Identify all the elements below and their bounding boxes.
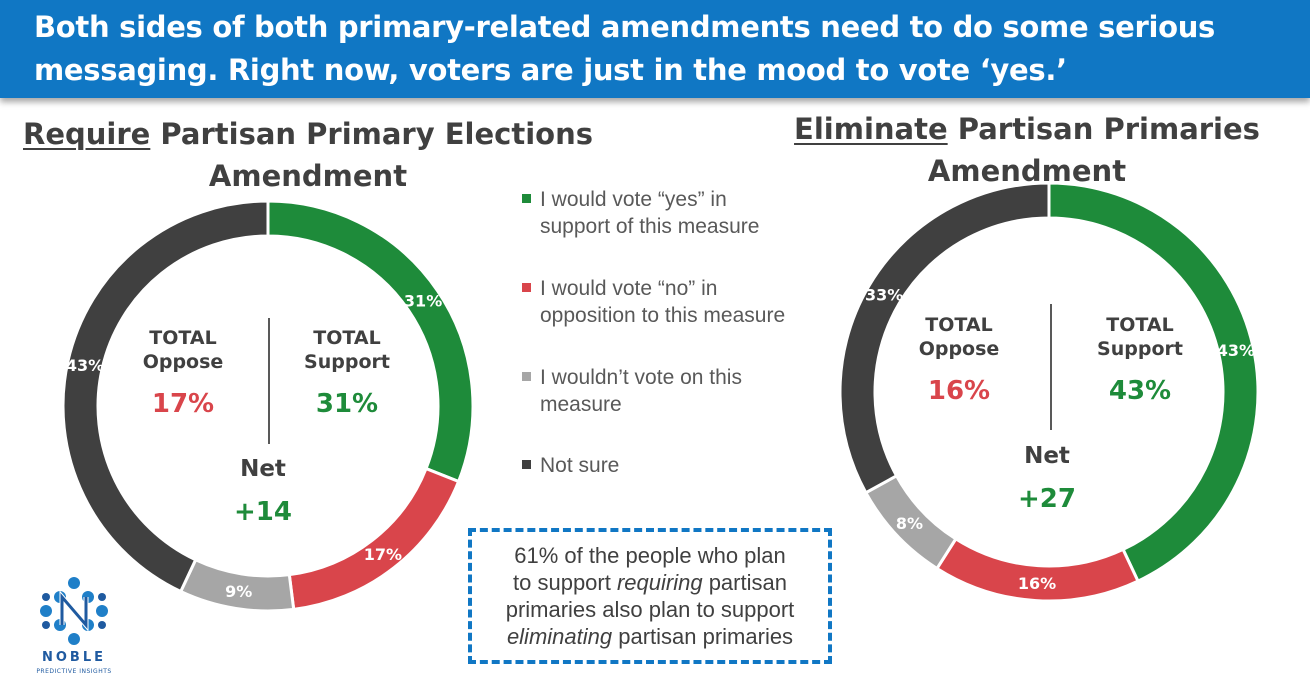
right-donut-label-yes: 43% xyxy=(1217,341,1255,360)
right-net-label: Net xyxy=(1024,443,1070,469)
callout-text: 61% of the people who plan to support re… xyxy=(472,542,828,650)
legend-swatch-no xyxy=(522,283,531,292)
banner-line-2: messaging. Right now, voters are just in… xyxy=(34,53,1067,87)
legend-swatch-yes xyxy=(522,194,531,203)
left-oppose-label-2: Oppose xyxy=(142,351,224,373)
left-donut-label-no: 17% xyxy=(364,545,402,564)
right-donut-label-no: 16% xyxy=(1018,574,1056,593)
left-oppose-value: 17% xyxy=(151,389,215,419)
right-center-divider xyxy=(1050,304,1052,430)
right-chart-title: Eliminate Partisan Primaries Amendment xyxy=(770,108,1284,192)
legend-label-yes: I would vote “yes” in support of this me… xyxy=(540,188,760,238)
banner-headline: Both sides of both primary-related amend… xyxy=(34,6,1294,92)
right-oppose-label-1: TOTAL xyxy=(925,314,993,336)
right-donut-label-not-sure: 33% xyxy=(865,286,903,305)
callout-line-4-em: eliminating xyxy=(506,624,613,649)
logo-subtitle: PREDICTIVE INSIGHTS xyxy=(36,668,112,675)
left-donut-label-yes: 31% xyxy=(404,292,442,311)
callout-line-2-post: partisan xyxy=(702,570,787,595)
callout-line-3: primaries also plan to support xyxy=(505,597,795,622)
legend-item-not-sure: Not sure xyxy=(522,452,792,482)
left-donut-chart: 31% 17% 9% 43% xyxy=(61,199,475,613)
noble-logo: NOBLE PREDICTIVE INSIGHTS xyxy=(34,575,114,681)
callout-line-4-post: partisan primaries xyxy=(612,624,794,649)
left-title-rest: Partisan Primary Elections xyxy=(150,117,593,151)
right-donut-label-wouldnt-vote: 8% xyxy=(896,514,923,533)
left-chart-title: Require Partisan Primary Elections Amend… xyxy=(8,113,608,197)
legend-label-not-sure: Not sure xyxy=(540,454,620,477)
right-support-label-1: TOTAL xyxy=(1106,314,1174,336)
legend-label-wouldnt-vote: I wouldn’t vote on this measure xyxy=(540,366,742,416)
left-center-oppose: TOTAL Oppose 17% xyxy=(128,326,238,419)
right-oppose-value: 16% xyxy=(927,376,991,406)
header-banner: Both sides of both primary-related amend… xyxy=(0,0,1310,98)
right-support-value: 43% xyxy=(1108,376,1172,406)
left-donut-segment-not-sure xyxy=(61,199,270,594)
legend-label-no: I would vote “no” in opposition to this … xyxy=(540,277,786,327)
callout-line-2-em: requiring xyxy=(616,570,703,595)
left-donut-label-not-sure: 43% xyxy=(66,356,104,375)
left-donut-label-wouldnt-vote: 9% xyxy=(225,582,252,601)
left-support-label-1: TOTAL xyxy=(313,327,381,349)
legend-item-no: I would vote “no” in opposition to this … xyxy=(522,275,792,359)
right-oppose-label-2: Oppose xyxy=(918,338,1000,360)
legend-swatch-wouldnt-vote xyxy=(522,372,531,381)
logo-wordmark: NOBLE xyxy=(41,650,106,665)
right-net-value: +27 xyxy=(1018,484,1076,514)
left-oppose-label-1: TOTAL xyxy=(149,327,217,349)
right-center-support: TOTAL Support 43% xyxy=(1085,313,1195,406)
right-title-rest: Partisan Primaries xyxy=(947,112,1260,146)
banner-line-1: Both sides of both primary-related amend… xyxy=(34,10,1216,44)
left-center-support: TOTAL Support 31% xyxy=(292,326,402,419)
right-title-line2: Amendment xyxy=(927,154,1127,188)
callout-line-2-pre: to support xyxy=(513,570,617,595)
callout-line-1: 61% of the people who plan xyxy=(514,543,786,568)
right-center-net: Net +27 xyxy=(992,442,1102,514)
left-support-label-2: Support xyxy=(304,351,390,373)
right-donut-segment-not-sure xyxy=(838,181,1051,495)
legend-item-wouldnt-vote: I wouldn’t vote on this measure xyxy=(522,364,792,424)
left-net-value: +14 xyxy=(234,497,292,527)
noble-logo-icon xyxy=(40,577,108,645)
left-net-label: Net xyxy=(240,456,286,482)
right-center-oppose: TOTAL Oppose 16% xyxy=(904,313,1014,406)
left-center-divider xyxy=(268,318,270,444)
legend-swatch-not-sure xyxy=(522,460,531,469)
left-title-line2: Amendment xyxy=(208,159,408,193)
right-title-underlined: Eliminate xyxy=(794,112,948,146)
right-support-label-2: Support xyxy=(1097,338,1183,360)
right-donut-chart: 43% 16% 8% 33% xyxy=(838,181,1260,603)
legend-item-yes: I would vote “yes” in support of this me… xyxy=(522,186,792,246)
callout-box: 61% of the people who plan to support re… xyxy=(468,528,832,664)
left-center-net: Net +14 xyxy=(208,455,318,527)
left-support-value: 31% xyxy=(315,389,379,419)
left-title-underlined: Require xyxy=(23,117,151,151)
